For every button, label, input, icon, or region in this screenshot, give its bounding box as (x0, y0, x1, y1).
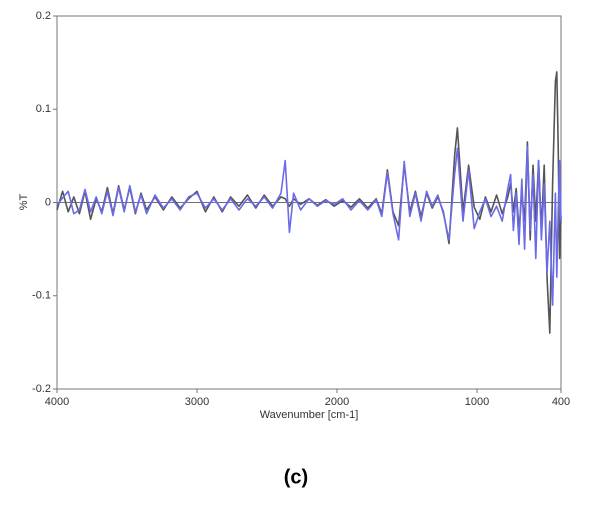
x-tick-label: 2000 (325, 396, 349, 408)
caption: (c) (284, 466, 308, 488)
y-tick-label: 0.1 (36, 103, 51, 115)
y-tick-label: 0.2 (36, 10, 51, 22)
x-axis-label: Wavenumber [cm-1] (260, 409, 359, 421)
spectrum-line (56, 145, 562, 306)
x-tick-label: 4000 (45, 396, 69, 408)
y-tick-label: -0.1 (32, 290, 51, 302)
x-tick-label: 3000 (185, 396, 209, 408)
y-tick-label: -0.2 (32, 383, 51, 395)
y-axis-label: %T (18, 193, 30, 210)
x-tick-label: 400 (552, 396, 570, 408)
x-tick-label: 1000 (465, 396, 489, 408)
y-tick-label: 0 (45, 196, 51, 208)
